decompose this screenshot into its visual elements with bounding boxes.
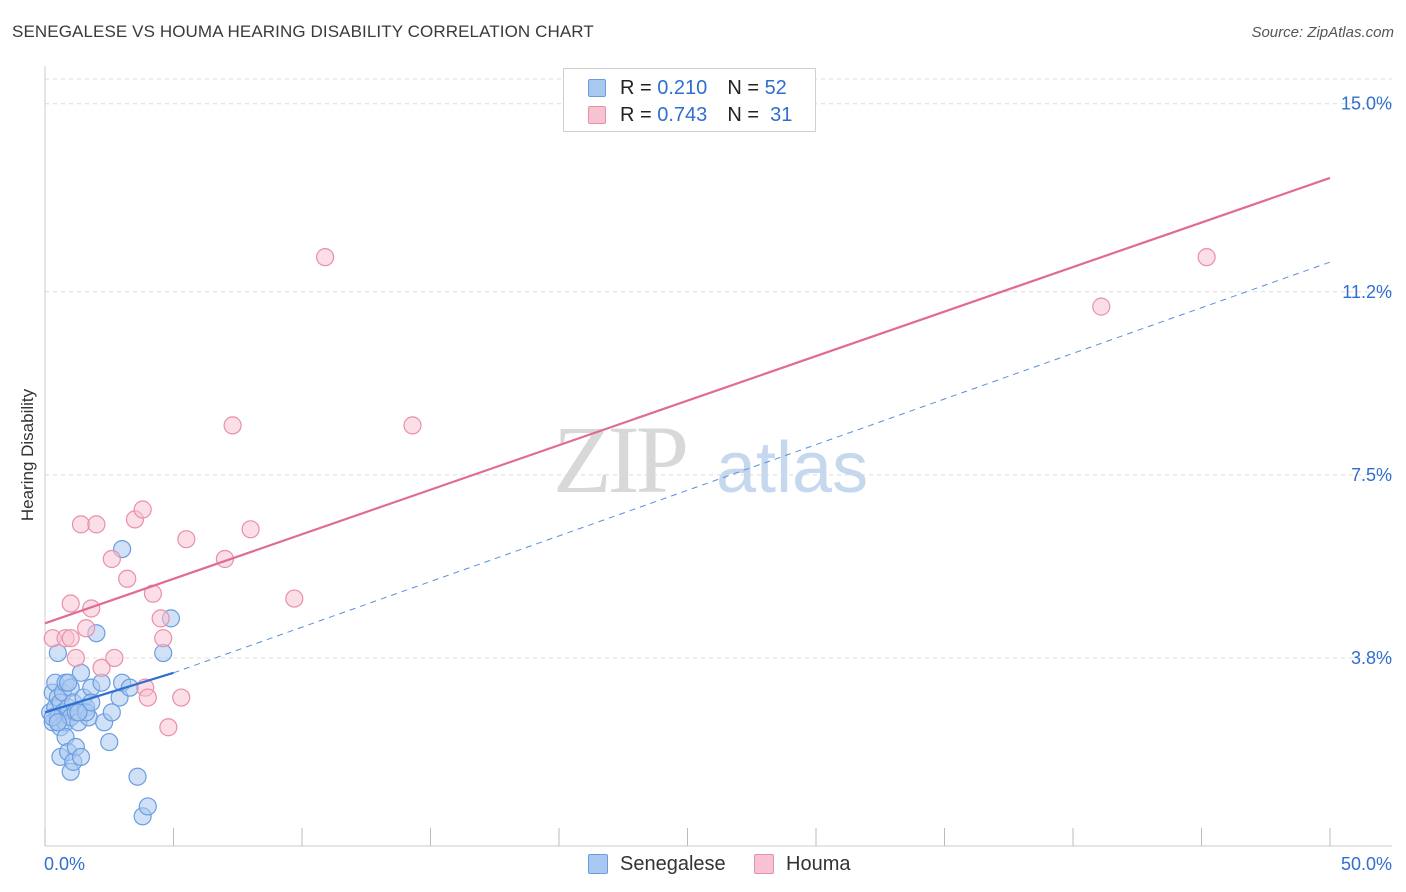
- trend-lines: [44, 176, 1331, 714]
- y-tick-label: 7.5%: [1351, 465, 1392, 485]
- houma-point: [61, 594, 80, 613]
- y-tick-label: 15.0%: [1341, 94, 1392, 114]
- legend-swatch-houma: [588, 106, 606, 124]
- houma-point: [92, 658, 111, 677]
- houma-trend-line: [44, 176, 1331, 625]
- bottom-legend-label: Houma: [786, 852, 851, 875]
- houma-point: [77, 619, 96, 638]
- houma-point: [223, 416, 242, 435]
- senegalese-point: [102, 703, 121, 722]
- houma-point: [403, 416, 422, 435]
- legend-n-value: 52: [764, 76, 787, 99]
- senegalese-points: [41, 539, 181, 826]
- bottom-legend-swatch-senegalese: [588, 854, 608, 874]
- houma-point: [1092, 297, 1111, 316]
- houma-point: [1197, 248, 1216, 267]
- x-tick-label-min: 0.0%: [44, 854, 85, 874]
- senegalese-point: [69, 703, 88, 722]
- bottom-legend-label: Senegalese: [620, 852, 726, 875]
- legend: R = 0.210 N = 52 R = 0.743 N = 31: [563, 68, 816, 132]
- houma-point: [154, 629, 173, 648]
- houma-point: [316, 248, 335, 267]
- bottom-legend-houma: Houma: [754, 851, 850, 877]
- houma-points: [43, 248, 1216, 737]
- y-axis-label: Hearing Disability: [18, 388, 37, 521]
- legend-swatch-senegalese: [588, 79, 606, 97]
- legend-row-houma: R = 0.743 N = 31: [588, 104, 792, 126]
- source-label: Source: ZipAtlas.com: [1251, 24, 1394, 41]
- watermark-zip: ZIP: [553, 406, 686, 513]
- y-tick-label: 3.8%: [1351, 648, 1392, 668]
- watermark-atlas: atlas: [716, 428, 868, 508]
- legend-row-senegalese: R = 0.210 N = 52: [588, 77, 787, 99]
- legend-n-label: N =: [727, 103, 759, 126]
- senegalese-trend-line: [44, 671, 174, 714]
- houma-point: [138, 688, 157, 707]
- houma-point: [102, 549, 121, 569]
- senegalese-point: [48, 713, 67, 732]
- houma-point: [159, 718, 178, 737]
- senegalese-point: [100, 732, 119, 752]
- houma-point: [172, 688, 191, 707]
- y-tick-labels: 3.8% 7.5% 11.2% 15.0%: [1341, 94, 1392, 668]
- senegalese-point: [71, 747, 91, 767]
- houma-point: [71, 515, 91, 534]
- grid-lines: [45, 78, 1392, 659]
- houma-point: [177, 530, 196, 549]
- y-tick-label: 11.2%: [1342, 282, 1392, 302]
- bottom-legend-swatch-houma: [754, 854, 774, 874]
- legend-n-label: N =: [727, 76, 759, 99]
- senegalese-point: [82, 693, 101, 712]
- houma-point: [285, 589, 304, 608]
- bottom-legend-senegalese: Senegalese: [588, 851, 726, 877]
- senegalese-point: [128, 767, 147, 786]
- chart-title: SENEGALESE VS HOUMA HEARING DISABILITY C…: [12, 22, 594, 41]
- senegalese-point: [138, 797, 157, 816]
- x-tick-label-max: 50.0%: [1341, 854, 1392, 874]
- senegalese-point: [59, 673, 78, 692]
- houma-point: [118, 569, 137, 588]
- legend-r-label: R =: [620, 103, 652, 126]
- houma-point: [61, 629, 80, 648]
- houma-point: [133, 500, 152, 519]
- houma-point: [241, 520, 260, 539]
- houma-point: [105, 648, 124, 668]
- legend-r-value: 0.743: [657, 103, 708, 126]
- houma-point: [87, 515, 106, 534]
- legend-r-label: R =: [620, 76, 652, 99]
- legend-n-value: 31: [770, 103, 793, 126]
- houma-point: [66, 648, 85, 668]
- houma-point: [82, 599, 101, 618]
- legend-r-value: 0.210: [657, 76, 708, 99]
- watermark: ZIP atlas: [553, 406, 868, 513]
- houma-point: [151, 609, 170, 628]
